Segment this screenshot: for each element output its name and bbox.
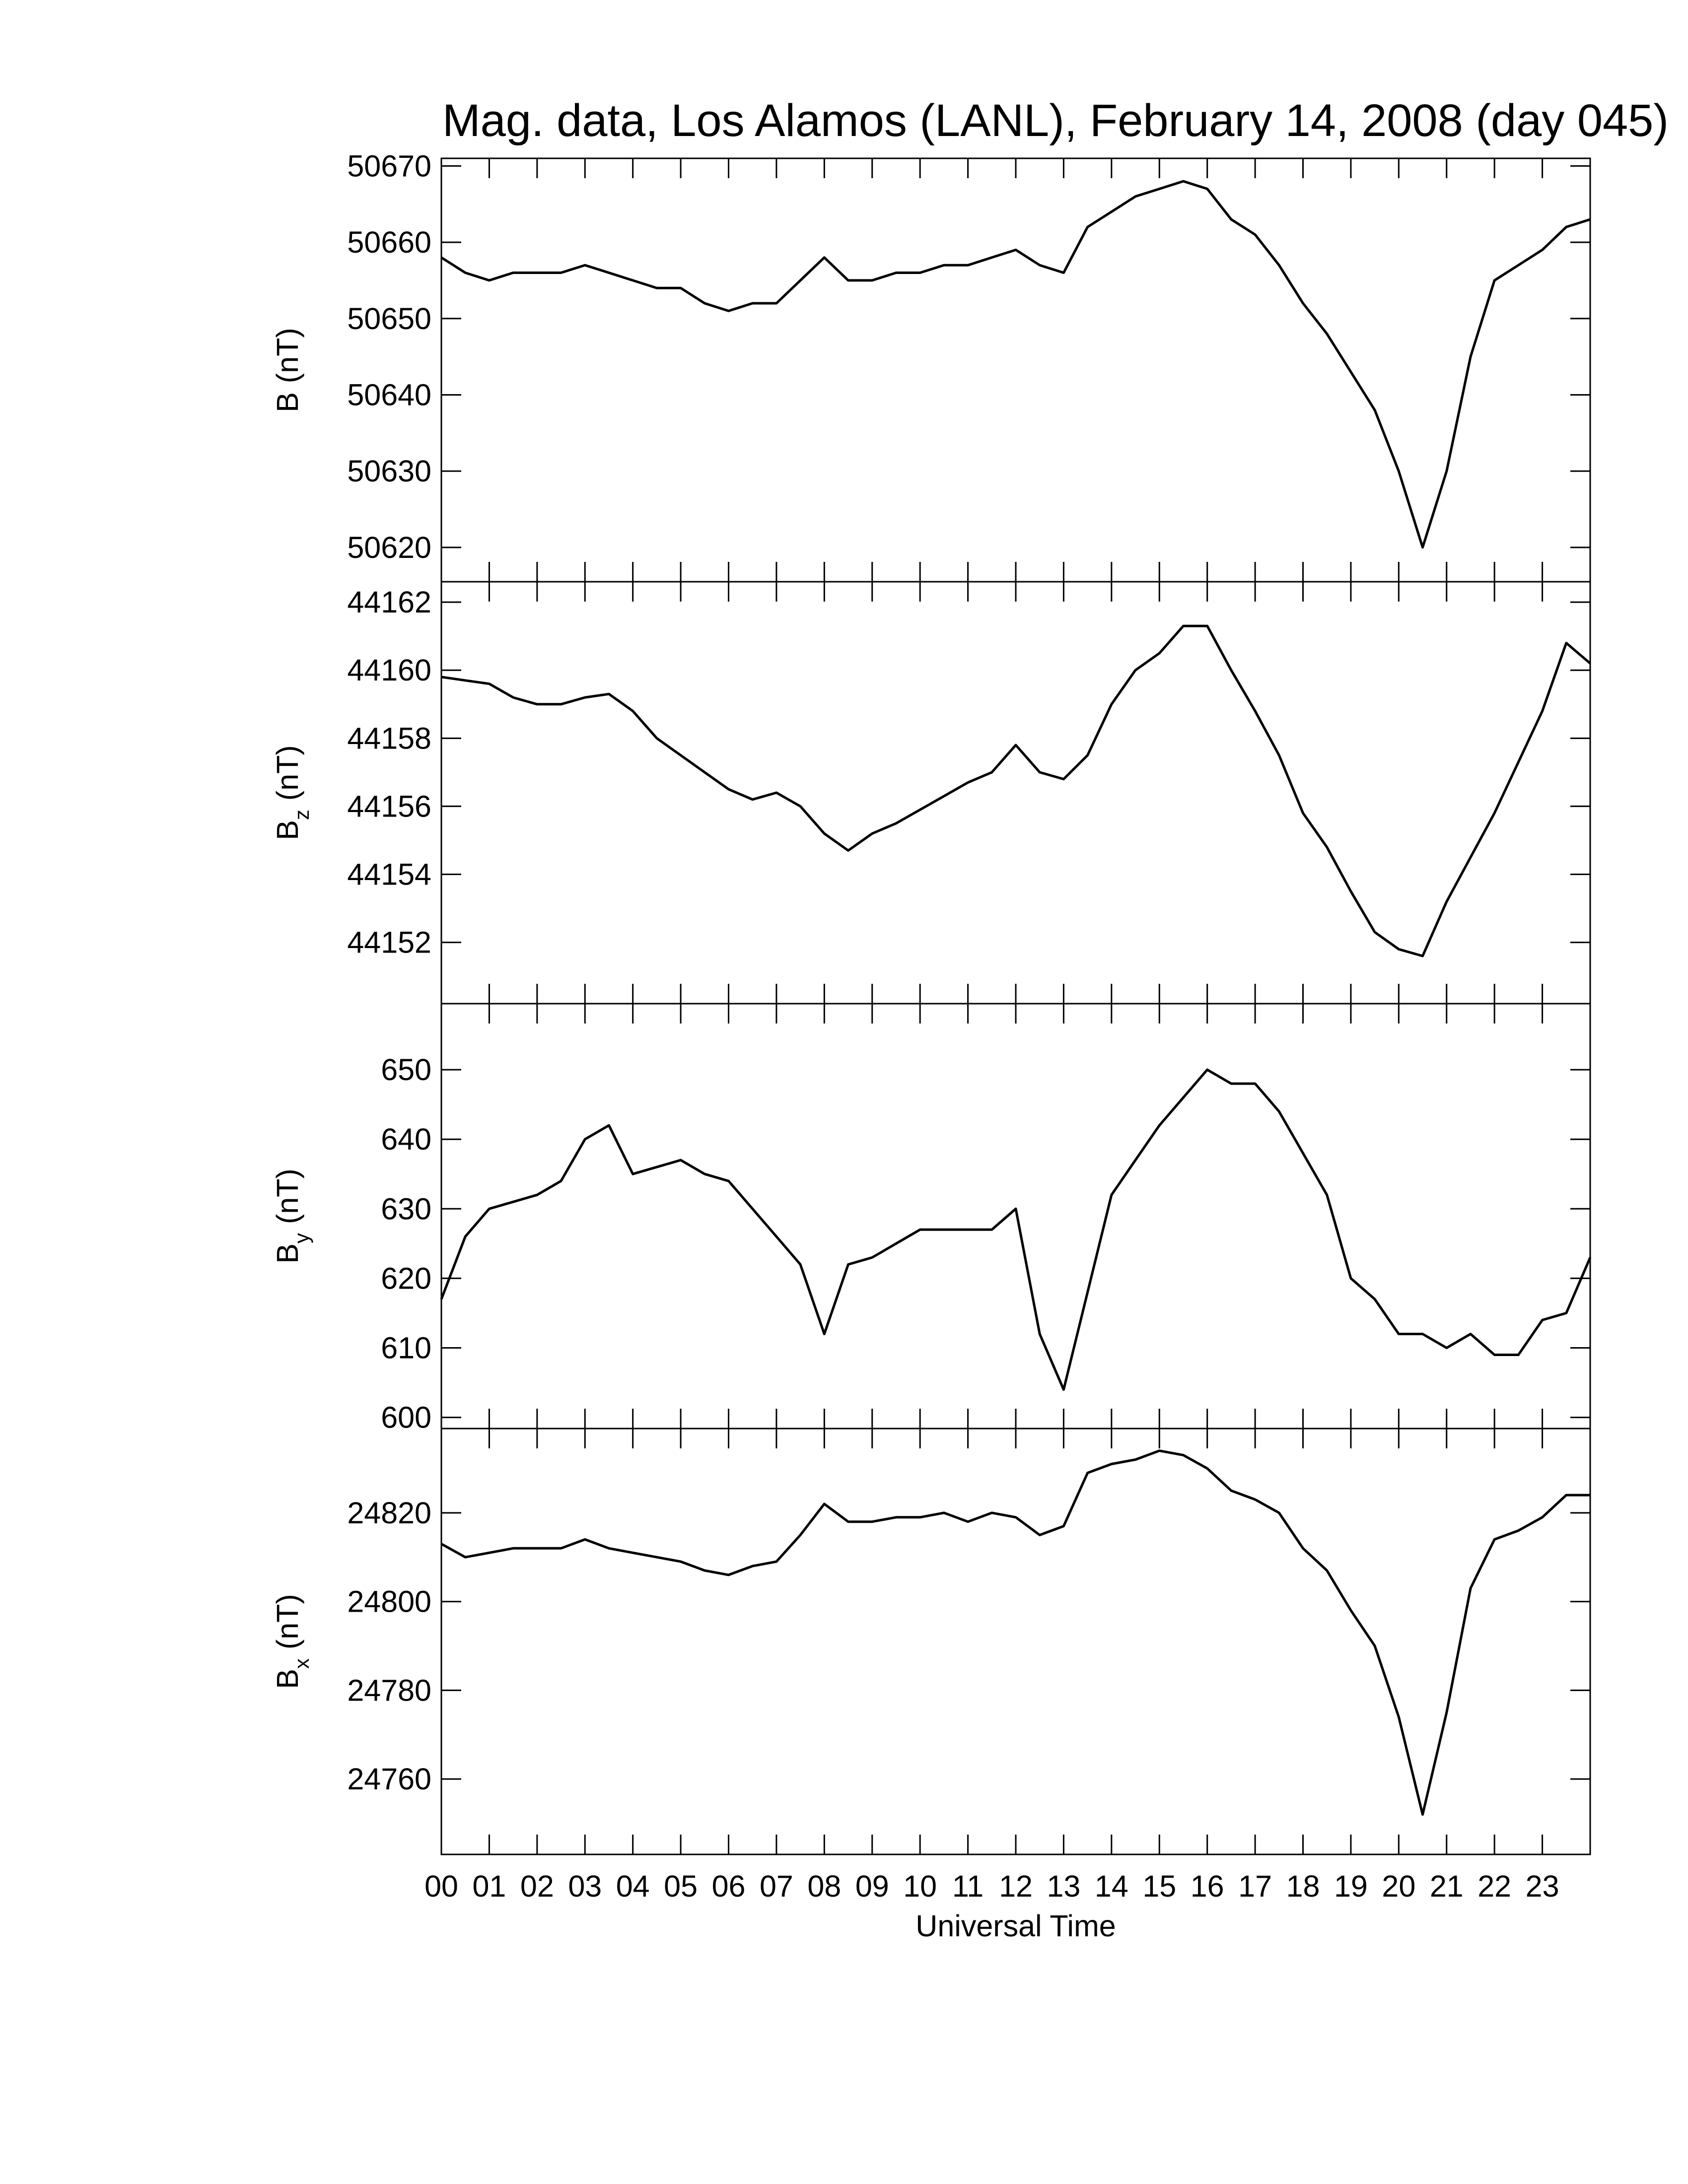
y-tick-label: 44156 xyxy=(347,789,431,823)
plot-frame xyxy=(440,157,1591,583)
x-tick-label: 01 xyxy=(472,1869,506,1903)
x-tick-label: 11 xyxy=(952,1869,984,1903)
y-axis-label: Bx (nT) xyxy=(271,1594,313,1689)
y-tick-label: 50670 xyxy=(347,149,431,183)
y-tick-label: 600 xyxy=(381,1401,431,1434)
y-label-subscript: z xyxy=(290,810,313,820)
y-tick-label: 44154 xyxy=(347,858,431,891)
x-tick-label: 15 xyxy=(1142,1869,1176,1903)
y-tick-label: 24780 xyxy=(347,1673,431,1707)
y-tick-label: 630 xyxy=(381,1192,431,1226)
y-label-symbol: B xyxy=(271,392,304,412)
y-tick-label: 24820 xyxy=(347,1496,431,1530)
y-axis-label: B (nT) xyxy=(271,328,304,412)
x-tick-label: 21 xyxy=(1430,1869,1464,1903)
plot-frame xyxy=(440,581,1591,1005)
x-tick-label: 16 xyxy=(1191,1869,1224,1903)
y-tick-label: 24760 xyxy=(347,1762,431,1796)
x-tick-label: 00 xyxy=(424,1869,458,1903)
y-label-symbol: B xyxy=(271,1669,304,1689)
x-axis-label: Universal Time xyxy=(915,1909,1116,1943)
x-tick-label: 10 xyxy=(903,1869,937,1903)
y-label-unit: (nT) xyxy=(271,1594,304,1649)
y-label-subscript: y xyxy=(290,1233,313,1243)
y-label-unit: (nT) xyxy=(271,1168,304,1224)
x-tick-label: 07 xyxy=(760,1869,793,1903)
y-tick-label: 610 xyxy=(381,1331,431,1365)
x-tick-label: 04 xyxy=(616,1869,650,1903)
x-tick-label: 13 xyxy=(1047,1869,1080,1903)
x-tick-label: 19 xyxy=(1334,1869,1368,1903)
y-axis-label: By (nT) xyxy=(271,1168,313,1264)
data-line xyxy=(440,180,1591,549)
x-tick-label: 06 xyxy=(712,1869,746,1903)
y-tick-label: 50620 xyxy=(347,531,431,564)
y-label-symbol: B xyxy=(271,1243,304,1264)
y-label-unit: (nT) xyxy=(271,745,304,801)
data-line xyxy=(440,1449,1590,1816)
x-tick-label: 18 xyxy=(1286,1869,1320,1903)
y-tick-label: 44158 xyxy=(347,721,431,755)
y-tick-label: 620 xyxy=(381,1261,431,1295)
x-tick-label: 14 xyxy=(1095,1869,1128,1903)
x-tick-label: 23 xyxy=(1526,1869,1559,1903)
y-tick-label: 50660 xyxy=(347,225,431,259)
y-tick-label: 640 xyxy=(381,1122,431,1156)
y-label-unit: (nT) xyxy=(271,328,304,383)
x-tick-label: 12 xyxy=(999,1869,1033,1903)
y-tick-label: 24800 xyxy=(347,1585,431,1619)
y-tick-label: 44162 xyxy=(347,585,431,619)
y-tick-label: 50650 xyxy=(347,302,431,336)
x-tick-label: 08 xyxy=(807,1869,841,1903)
data-line xyxy=(441,624,1591,957)
x-tick-label: 22 xyxy=(1477,1869,1511,1903)
x-tick-label: 09 xyxy=(855,1869,889,1903)
x-tick-label: 05 xyxy=(664,1869,698,1903)
y-tick-label: 50630 xyxy=(347,454,431,488)
y-tick-label: 650 xyxy=(381,1053,431,1087)
y-label-subscript: x xyxy=(290,1658,313,1669)
chart-title: Mag. data, Los Alamos (LANL), February 1… xyxy=(442,95,1669,146)
plot-frame xyxy=(440,1003,1591,1430)
y-tick-label: 44152 xyxy=(347,926,431,959)
x-tick-label: 02 xyxy=(520,1869,554,1903)
y-label-symbol: B xyxy=(271,820,304,840)
y-axis-label: Bz (nT) xyxy=(271,745,313,840)
x-tick-label: 03 xyxy=(568,1869,602,1903)
x-tick-label: 17 xyxy=(1238,1869,1272,1903)
y-tick-label: 44160 xyxy=(347,653,431,687)
data-line xyxy=(440,1068,1592,1391)
y-tick-label: 50640 xyxy=(347,378,431,411)
x-tick-label: 20 xyxy=(1382,1869,1415,1903)
